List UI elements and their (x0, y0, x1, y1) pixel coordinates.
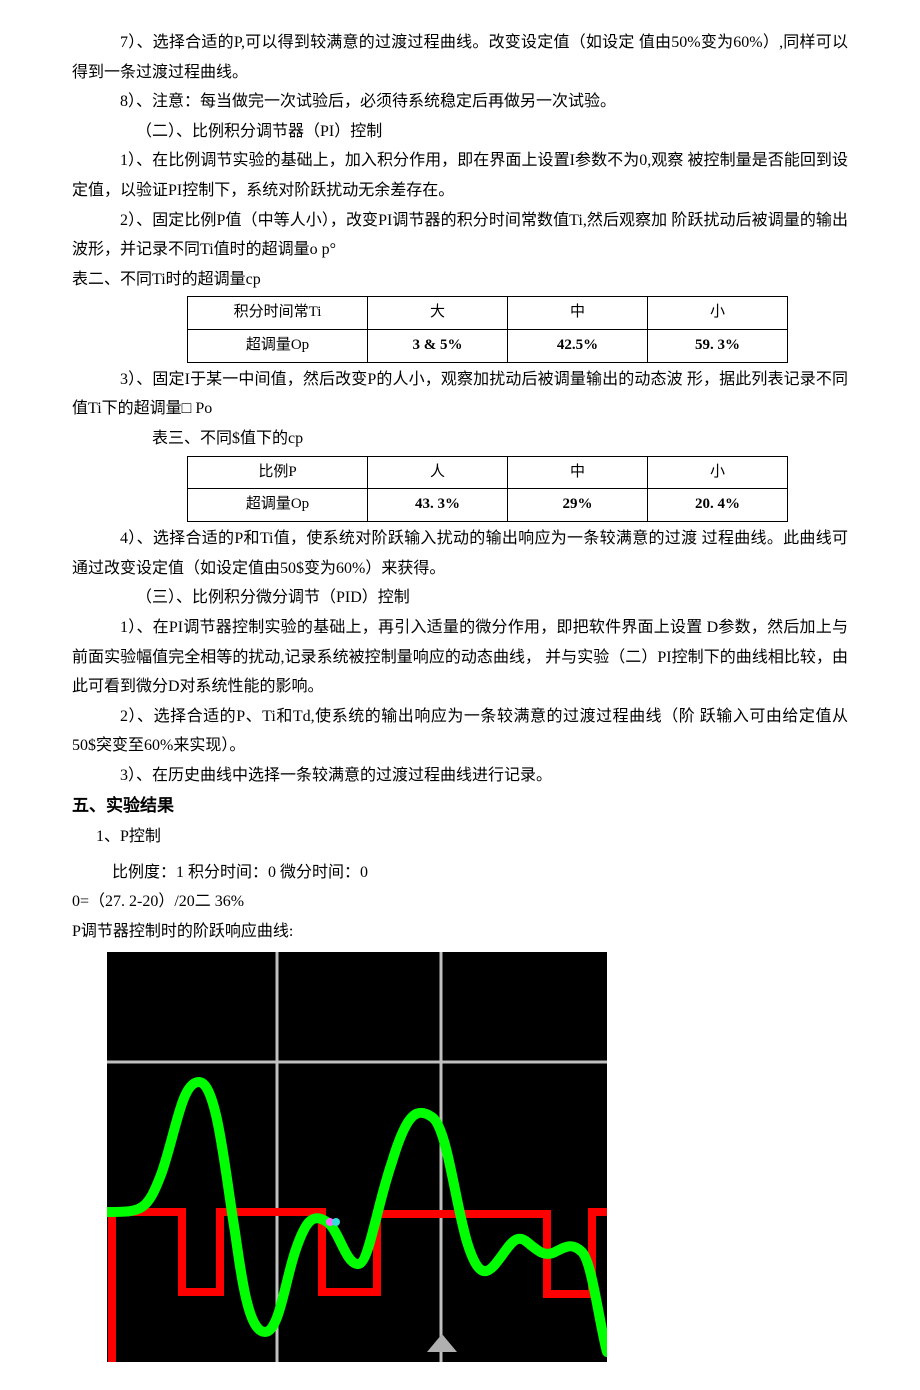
result-p-control: 1、P控制 (72, 822, 848, 852)
t2-r2-c3: 59. 3% (648, 330, 788, 363)
result-calc: 0=（27. 2-20）/20二 36% (72, 887, 848, 917)
paragraph-pid-2: 2）、选择合适的P、Ti和Td,使系统的输出响应为一条较满意的过渡过程曲线（阶 … (72, 702, 848, 761)
table2-caption: 表二、不同Ti时的超调量cp (72, 265, 848, 295)
table-row: 超调量Op 3 & 5% 42.5% 59. 3% (188, 330, 788, 363)
result-chart-label: P调节器控制时的阶跃响应曲线: (72, 917, 848, 947)
t3-r2-c2: 29% (508, 489, 648, 522)
t2-r1-c3: 小 (648, 297, 788, 330)
paragraph-pid-1: 1）、在PI调节器控制实验的基础上，再引入适量的微分作用，即把软件界面上设置 D… (72, 613, 848, 702)
paragraph-pi-4: 4）、选择合适的P和Ti值，使系统对阶跃输入扰动的输出响应为一条较满意的过渡 过… (72, 524, 848, 583)
paragraph-pid-3: 3）、在历史曲线中选择一条较满意的过渡过程曲线进行记录。 (72, 761, 848, 791)
table-3: 比例P 人 中 小 超调量Op 43. 3% 29% 20. 4% (187, 456, 788, 523)
paragraph-pi-3: 3）、固定I于某一中间值，然后改变P的人小，观察加扰动后被调量输出的动态波 形，… (72, 365, 848, 424)
t2-r1-c1: 大 (368, 297, 508, 330)
t3-r2-label: 超调量Op (188, 489, 368, 522)
table-row: 比例P 人 中 小 (188, 456, 788, 489)
table-2: 积分时间常Ti 大 中 小 超调量Op 3 & 5% 42.5% 59. 3% (187, 296, 788, 363)
table3-caption: 表三、不同$值下的cp (72, 424, 848, 454)
t3-r2-c3: 20. 4% (648, 489, 788, 522)
result-params: 比例度：1 积分时间：0 微分时间：0 (72, 858, 848, 888)
heading-section-5: 五、实验结果 (72, 790, 848, 821)
paragraph-7: 7）、选择合适的P,可以得到较满意的过渡过程曲线。改变设定值（如设定 值由50%… (72, 28, 848, 87)
heading-pi: （二）、比例积分调节器（PI）控制 (72, 117, 848, 147)
paragraph-8: 8）、注意：每当做完一次试验后，必须待系统稳定后再做另一次试验。 (72, 87, 848, 117)
heading-pid: （三）、比例积分微分调节（PID）控制 (72, 583, 848, 613)
t3-r1-c1: 人 (368, 456, 508, 489)
t3-r1-c2: 中 (508, 456, 648, 489)
t2-r2-c1: 3 & 5% (368, 330, 508, 363)
t2-r1-c2: 中 (508, 297, 648, 330)
t3-r1-c3: 小 (648, 456, 788, 489)
table-row: 积分时间常Ti 大 中 小 (188, 297, 788, 330)
table-row: 超调量Op 43. 3% 29% 20. 4% (188, 489, 788, 522)
t3-r1-label: 比例P (188, 456, 368, 489)
t2-r1-label: 积分时间常Ti (188, 297, 368, 330)
t2-r2-c2: 42.5% (508, 330, 648, 363)
paragraph-pi-1: 1）、在比例调节实验的基础上，加入积分作用，即在界面上设置I参数不为0,观察 被… (72, 146, 848, 205)
t3-r2-c1: 43. 3% (368, 489, 508, 522)
t2-r2-label: 超调量Op (188, 330, 368, 363)
paragraph-pi-2: 2）、固定比例P值（中等人小），改变PI调节器的积分时间常数值Ti,然后观察加 … (72, 206, 848, 265)
